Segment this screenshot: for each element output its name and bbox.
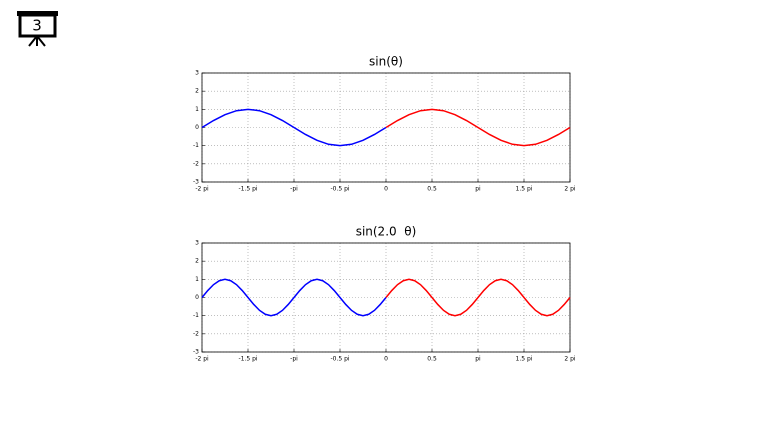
icon-leg xyxy=(36,35,46,47)
y-tick-label: -2 xyxy=(193,160,199,167)
y-tick-label: -3 xyxy=(193,179,199,186)
y-tick-label: 0 xyxy=(195,124,199,131)
series-line xyxy=(385,278,571,317)
x-tick-label: 1.5 pi xyxy=(516,186,533,193)
y-tick-label: 3 xyxy=(195,70,199,77)
x-tick-label: -pi xyxy=(290,356,298,363)
x-tick-label: 2 pi xyxy=(564,186,576,193)
x-tick-label: -0.5 pi xyxy=(330,186,349,193)
x-tick-label: pi xyxy=(475,356,481,363)
y-tick-label: 0 xyxy=(195,294,199,301)
x-tick-label: -pi xyxy=(290,186,298,193)
slide-number: 3 xyxy=(32,17,42,35)
x-tick-label: 0 xyxy=(384,356,388,363)
icon-leg xyxy=(28,35,38,47)
y-tick-label: -2 xyxy=(193,330,199,337)
x-tick-label: -1.5 pi xyxy=(238,356,257,363)
series-line xyxy=(201,108,387,147)
x-tick-label: 2 pi xyxy=(564,356,576,363)
x-tick-label: -2 pi xyxy=(195,356,209,363)
x-tick-label: 0.5 xyxy=(427,186,437,193)
x-tick-label: -0.5 pi xyxy=(330,356,349,363)
chart-title: sin(2.0 θ) xyxy=(356,225,417,239)
x-tick-label: -1.5 pi xyxy=(238,186,257,193)
x-tick-label: -2 pi xyxy=(195,186,209,193)
y-tick-label: 2 xyxy=(195,258,199,265)
y-tick-label: 1 xyxy=(195,106,199,113)
series-line xyxy=(385,108,571,147)
y-tick-label: 2 xyxy=(195,88,199,95)
x-tick-label: 0 xyxy=(384,186,388,193)
series-line xyxy=(201,278,387,317)
y-tick-label: -3 xyxy=(193,349,199,356)
y-tick-label: -1 xyxy=(193,312,199,319)
x-tick-label: 0.5 xyxy=(427,356,437,363)
y-tick-label: 3 xyxy=(195,240,199,247)
x-tick-label: pi xyxy=(475,186,481,193)
x-tick-label: 1.5 pi xyxy=(516,356,533,363)
y-tick-label: -1 xyxy=(193,142,199,149)
y-tick-label: 1 xyxy=(195,276,199,283)
slide-icon: 3 xyxy=(17,11,58,47)
chart-title: sin(θ) xyxy=(369,55,403,69)
